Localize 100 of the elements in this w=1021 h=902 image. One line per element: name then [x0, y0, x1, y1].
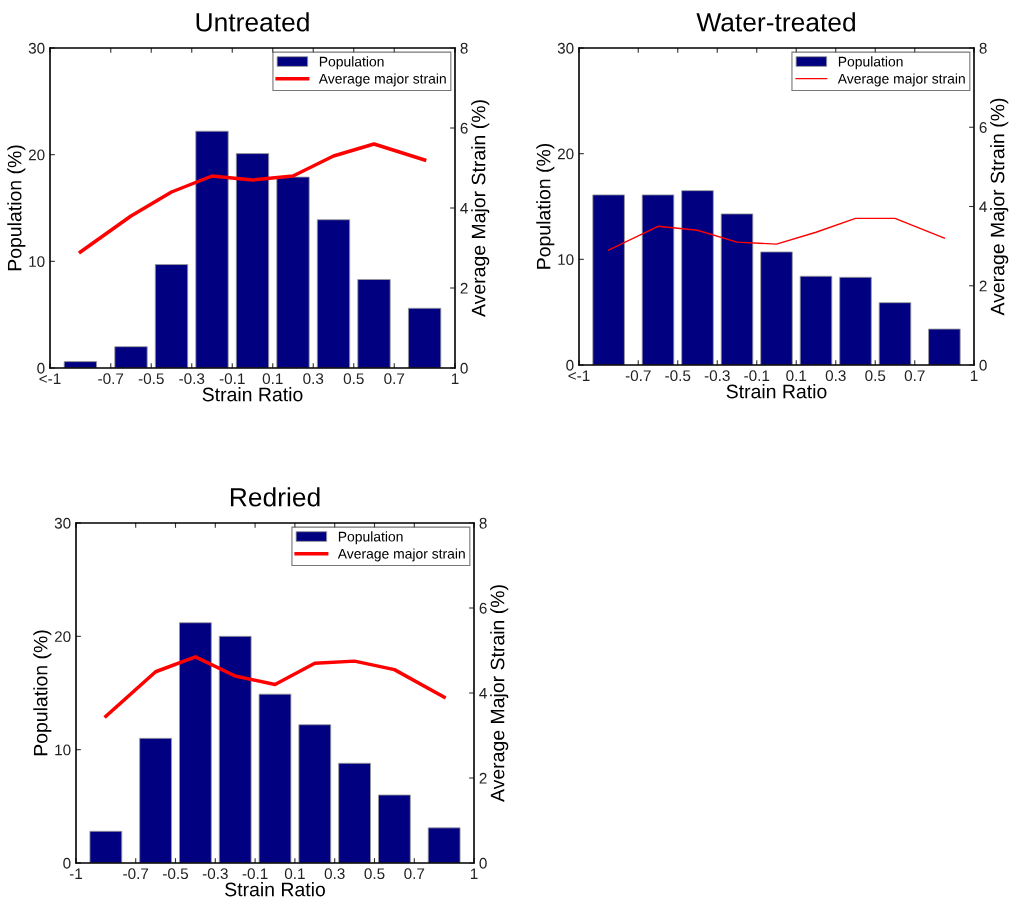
legend-label: Population — [338, 531, 403, 545]
bar — [878, 302, 912, 365]
x-tick-label: -1 — [69, 868, 83, 879]
x-tick-label: 0.3 — [324, 868, 345, 880]
x-tick-label: 0.5 — [364, 868, 385, 880]
y2-tick-label: 2 — [979, 280, 987, 292]
bar — [276, 176, 310, 368]
chart-title: Water-treated — [696, 12, 855, 32]
x-tick-label: -0.3 — [704, 370, 730, 382]
bar — [114, 346, 148, 368]
x-tick-label: -0.1 — [219, 373, 245, 385]
y2-axis-title: Average Major Strain (%) — [471, 100, 490, 317]
y2-tick-label: 6 — [979, 122, 987, 133]
y-tick-label: 20 — [54, 631, 71, 643]
bar — [641, 194, 675, 365]
x-tick-label: -0.7 — [123, 868, 149, 880]
y-tick-label: 10 — [558, 254, 574, 266]
bar — [378, 794, 411, 863]
x-tick-label: 0.7 — [904, 370, 925, 382]
y2-tick-label: 4 — [460, 203, 468, 214]
line-series — [607, 217, 946, 251]
y-tick-label: 30 — [54, 517, 71, 529]
y-tick-label: 0 — [37, 362, 45, 374]
x-tick-label: 0.7 — [404, 868, 425, 880]
x-tick-label: 1 — [451, 373, 459, 384]
y-tick-label: 10 — [55, 744, 71, 756]
legend-label: Average major strain — [837, 73, 965, 87]
bar — [195, 130, 229, 368]
bar — [408, 307, 442, 368]
bar — [316, 219, 351, 368]
bar — [258, 693, 292, 863]
x-tick-label: 0.5 — [865, 370, 886, 382]
bar — [357, 279, 391, 368]
x-axis-title: Strain Ratio — [225, 882, 325, 897]
y-axis-title: Population (%) — [7, 145, 26, 271]
x-axis-title: Strain Ratio — [202, 387, 303, 402]
y2-tick-label: 8 — [979, 42, 987, 54]
bar — [338, 762, 371, 863]
bar — [592, 194, 625, 365]
y2-tick-label: 4 — [979, 201, 987, 213]
x-tick-label: -0.3 — [202, 868, 228, 880]
bar — [928, 328, 961, 365]
x-tick-label: -0.5 — [138, 373, 164, 385]
bar — [298, 724, 332, 863]
line-series — [104, 655, 446, 719]
y2-tick-label: 0 — [479, 857, 487, 869]
bar — [799, 275, 833, 365]
x-tick-label: -0.7 — [625, 370, 651, 382]
chart-title: Redried — [230, 487, 320, 507]
line-series — [78, 142, 427, 254]
y2-axis-title: Average Major Strain (%) — [990, 98, 1009, 316]
x-tick-label: 1 — [970, 370, 978, 381]
y-tick-label: 10 — [29, 256, 45, 268]
y-axis-title: Population (%) — [33, 630, 52, 756]
bar — [154, 264, 189, 368]
y2-tick-label: 0 — [979, 359, 987, 371]
x-tick-label: -0.5 — [665, 370, 691, 382]
chart-title: Untreated — [196, 12, 309, 32]
y2-tick-label: 6 — [460, 122, 468, 134]
x-tick-label: <-1 — [568, 370, 590, 381]
bar — [218, 635, 252, 863]
x-axis-title: Strain Ratio — [726, 384, 827, 399]
x-tick-label: 0.1 — [262, 373, 283, 385]
x-tick-label: -0.1 — [744, 370, 770, 382]
x-tick-label: 0.1 — [786, 370, 807, 382]
y2-tick-label: 6 — [479, 602, 487, 614]
bar — [427, 827, 461, 863]
legend-label: Population — [838, 56, 903, 70]
bar — [720, 213, 754, 365]
x-tick-label: -0.7 — [98, 373, 124, 385]
x-tick-label: 0.7 — [384, 373, 405, 385]
x-tick-label: -0.3 — [179, 373, 205, 385]
bar — [179, 622, 212, 863]
y-tick-label: 20 — [28, 149, 45, 161]
y-axis-title: Population (%) — [536, 143, 555, 269]
x-tick-label: -0.1 — [242, 868, 268, 880]
y-tick-label: 30 — [28, 42, 45, 54]
y2-tick-label: 0 — [460, 362, 468, 374]
y2-tick-label: 8 — [460, 42, 468, 54]
x-tick-label: 1 — [470, 868, 478, 879]
bar — [681, 190, 714, 365]
y-tick-label: 0 — [566, 359, 574, 371]
x-tick-label: <-1 — [39, 373, 61, 384]
x-tick-label: -0.5 — [163, 868, 189, 880]
bar — [89, 830, 123, 863]
y2-axis-title: Average Major Strain (%) — [490, 585, 509, 802]
y-tick-label: 0 — [63, 857, 71, 869]
x-tick-label: 0.1 — [284, 868, 305, 880]
y2-tick-label: 4 — [479, 688, 487, 699]
y-tick-label: 20 — [557, 148, 574, 160]
y2-tick-label: 2 — [460, 282, 468, 294]
bar — [760, 251, 793, 365]
bar — [839, 276, 872, 365]
y-tick-label: 30 — [557, 42, 574, 54]
bar — [235, 153, 270, 368]
legend-label: Average major strain — [318, 73, 446, 87]
y2-tick-label: 8 — [479, 517, 487, 529]
y2-tick-label: 2 — [479, 772, 487, 784]
legend-label: Population — [319, 56, 384, 70]
bar — [139, 737, 172, 863]
